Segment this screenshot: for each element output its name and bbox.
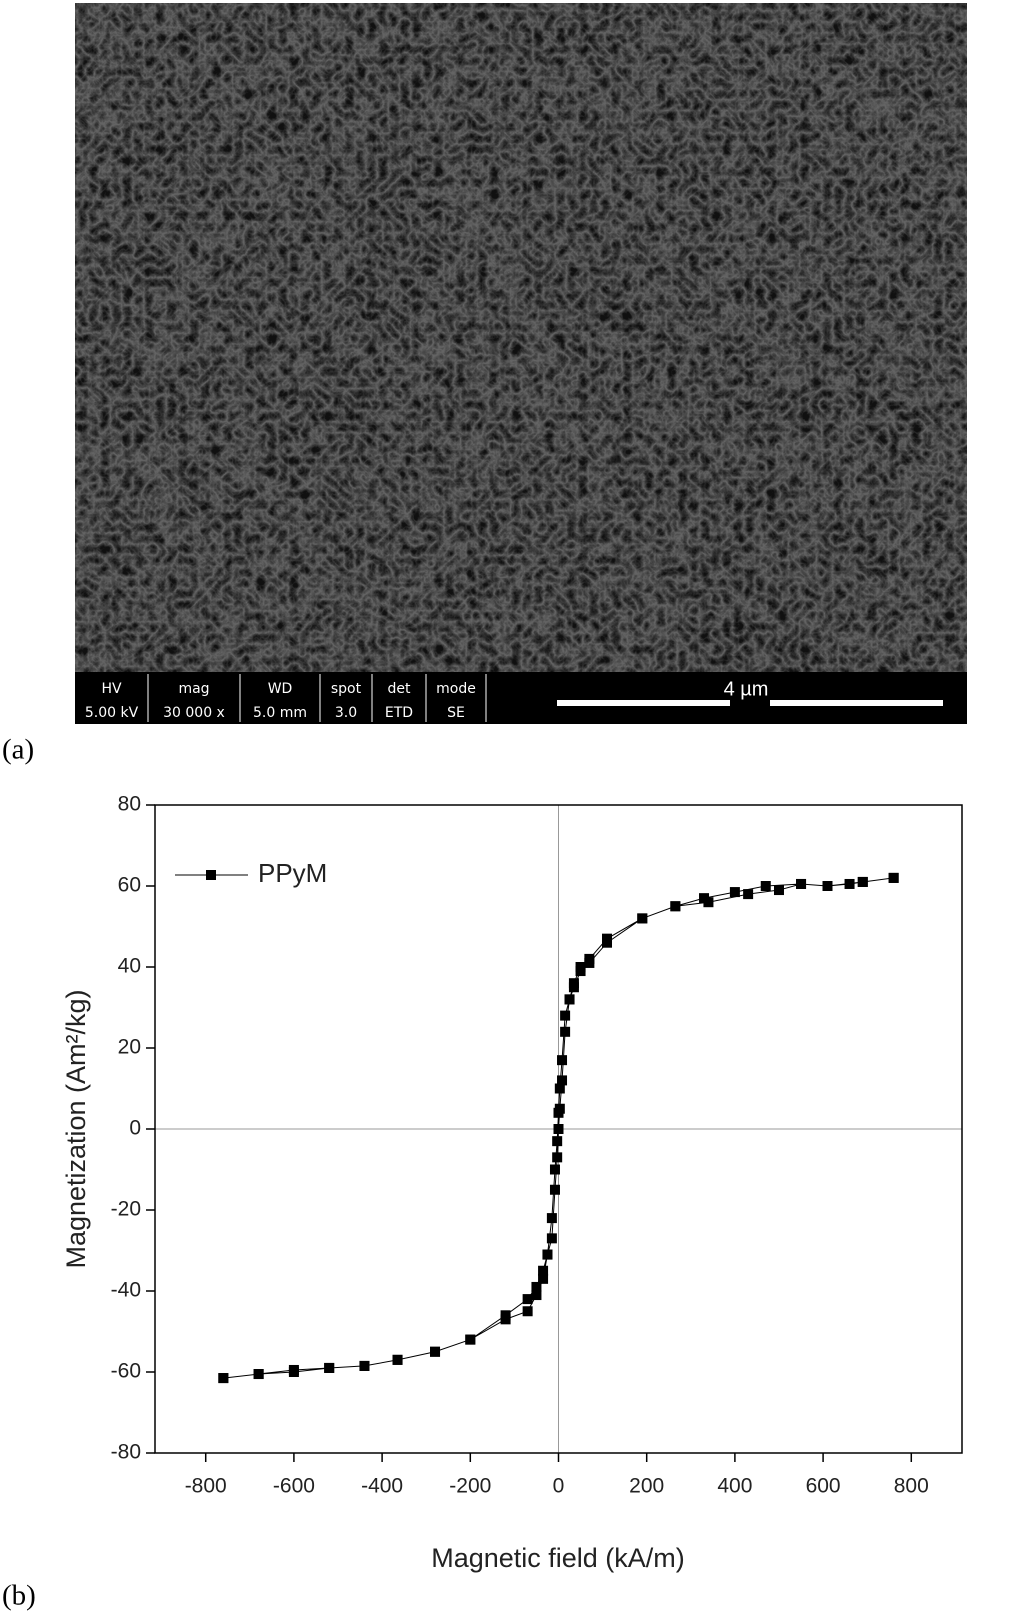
data-point <box>564 994 575 1005</box>
x-axis-title: Magnetic field (kA/m) <box>431 1543 685 1573</box>
data-point <box>743 889 754 900</box>
x-tick-label: 600 <box>806 1475 841 1498</box>
data-point <box>560 1026 571 1037</box>
data-point <box>546 1213 557 1224</box>
info-label: spot <box>331 681 362 697</box>
data-point <box>557 1075 568 1086</box>
y-tick-label: -40 <box>111 1279 141 1302</box>
data-point <box>538 1273 549 1284</box>
info-value: ETD <box>385 705 413 721</box>
data-point <box>253 1369 264 1380</box>
data-point <box>549 1164 560 1175</box>
x-tick-label: -800 <box>185 1475 227 1498</box>
panel-label: (a) <box>2 734 34 766</box>
data-point <box>553 1124 564 1134</box>
info-value: 5.0 mm <box>253 705 307 721</box>
data-point <box>549 1184 560 1195</box>
info-value: 30 000 x <box>163 705 225 721</box>
panel-label: (b) <box>2 1580 36 1612</box>
data-point <box>568 982 579 993</box>
data-point <box>602 933 613 944</box>
data-point <box>557 1055 568 1066</box>
data-point <box>670 901 681 912</box>
x-tick-label: -200 <box>449 1475 491 1498</box>
info-label: mag <box>178 681 209 697</box>
data-point <box>575 966 586 977</box>
data-point <box>699 893 710 904</box>
y-tick-label: 60 <box>118 874 141 897</box>
y-tick-label: -60 <box>111 1360 141 1383</box>
data-point <box>760 881 771 891</box>
data-point <box>500 1314 511 1325</box>
x-tick-label: 400 <box>717 1475 752 1498</box>
info-label: det <box>388 681 412 697</box>
data-point <box>546 1233 557 1244</box>
data-point <box>531 1290 542 1301</box>
x-tick-label: -600 <box>273 1475 315 1498</box>
y-tick-label: -20 <box>111 1198 141 1221</box>
info-value: SE <box>447 705 465 721</box>
scale-bar-label: 4 µm <box>724 678 769 700</box>
sem-image <box>75 3 967 724</box>
y-axis-title: Magnetization (Am²/kg) <box>61 989 91 1268</box>
y-tick-label: 0 <box>129 1117 141 1140</box>
data-point <box>430 1346 441 1357</box>
data-point <box>392 1354 403 1365</box>
data-point <box>218 1373 229 1384</box>
data-point <box>796 878 807 889</box>
x-tick-label: 0 <box>553 1475 565 1498</box>
data-point <box>844 878 855 889</box>
data-point <box>542 1249 553 1260</box>
data-point <box>554 1083 565 1094</box>
data-point <box>465 1334 476 1345</box>
info-value: 3.0 <box>335 705 357 721</box>
data-point <box>288 1367 299 1377</box>
x-tick-label: 200 <box>629 1475 664 1498</box>
info-label: WD <box>268 681 293 697</box>
legend-marker <box>206 870 216 880</box>
plot-frame <box>154 804 963 1454</box>
data-point <box>522 1294 533 1305</box>
y-tick-label: 40 <box>118 955 141 978</box>
info-value: 5.00 kV <box>85 705 139 721</box>
x-tick-label: 800 <box>894 1475 929 1498</box>
data-point <box>773 885 784 896</box>
legend-label: PPyM <box>258 858 327 888</box>
info-bar-cells: HV 5.00 kV mag 30 000 x WD 5.0 mm spot 3.0 det ET… <box>85 674 487 722</box>
data-point <box>729 887 740 898</box>
x-tick-label: -400 <box>361 1475 403 1498</box>
y-tick-label: 20 <box>118 1036 141 1059</box>
data-point <box>584 953 595 964</box>
info-label: mode <box>436 681 476 697</box>
data-point <box>822 881 833 891</box>
data-point <box>522 1306 533 1317</box>
data-point <box>553 1107 564 1118</box>
y-tick-label: 80 <box>118 793 141 816</box>
data-point <box>857 876 868 887</box>
y-tick-label: -80 <box>111 1441 141 1464</box>
data-point <box>552 1136 563 1147</box>
data-point <box>359 1360 370 1371</box>
info-bar <box>75 672 967 724</box>
data-point <box>538 1265 549 1276</box>
info-label: HV <box>101 681 122 697</box>
data-point <box>552 1152 563 1163</box>
data-point <box>637 913 648 924</box>
data-point <box>560 1010 571 1021</box>
data-point <box>531 1281 542 1292</box>
data-point <box>324 1362 335 1373</box>
data-point <box>888 872 899 883</box>
